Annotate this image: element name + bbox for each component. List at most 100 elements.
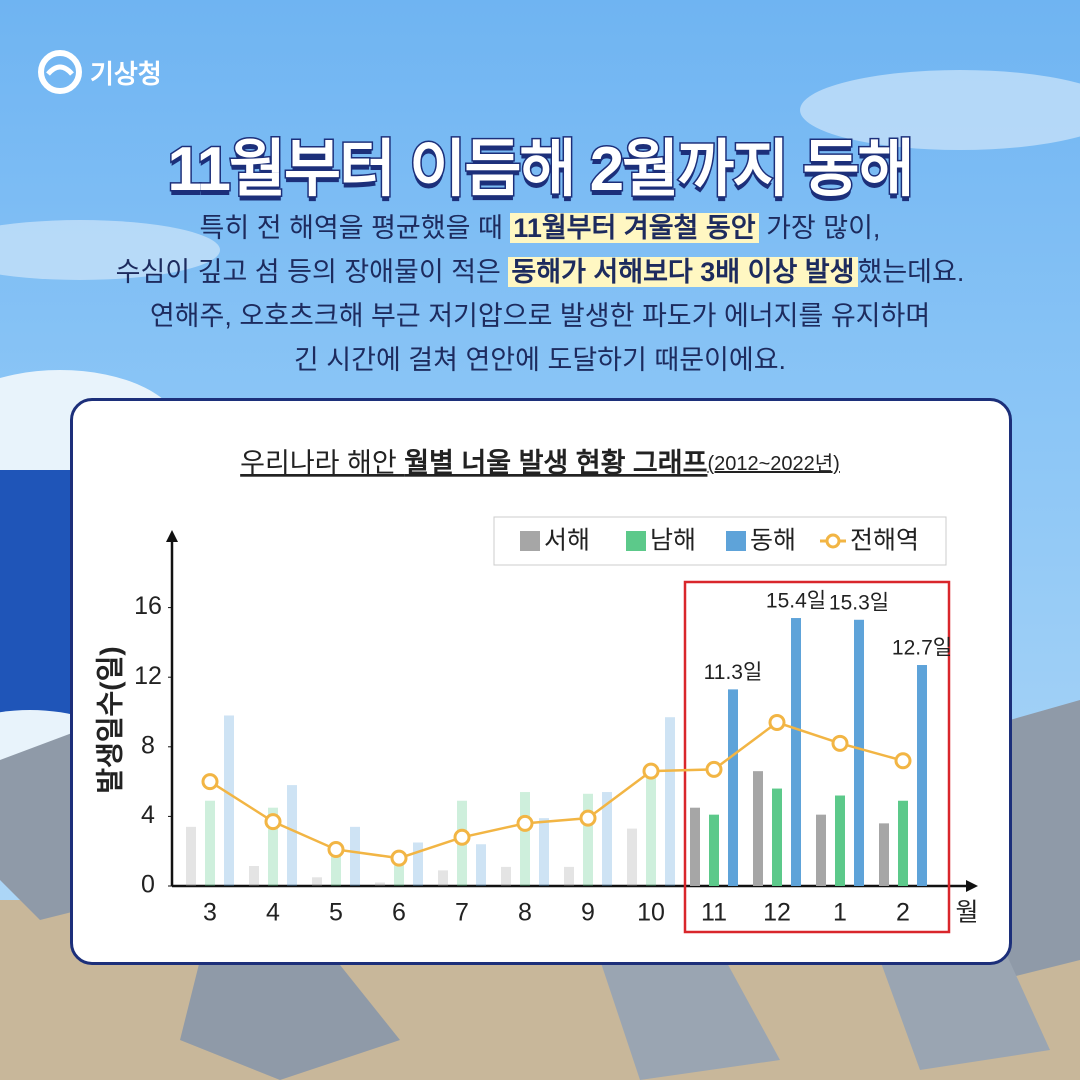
description-line: 긴 시간에 걸쳐 연안에 도달하기 때문이에요.	[0, 338, 1080, 382]
line-marker	[579, 809, 597, 827]
y-tick-label: 8	[141, 731, 155, 759]
x-tick-label: 5	[329, 899, 343, 927]
x-tick-label: 7	[455, 899, 469, 927]
bar	[816, 814, 826, 886]
x-tick-label: 1	[833, 899, 847, 927]
value-label: 11.3일	[704, 661, 763, 684]
bar	[917, 665, 927, 886]
chart-title-part: (2012~2022년)	[707, 452, 839, 475]
value-label: 15.3일	[829, 591, 889, 614]
bar	[205, 800, 215, 886]
highlight-text: 동해가 서해보다 3배 이상 발생	[508, 257, 858, 287]
y-tick-label: 16	[134, 592, 162, 620]
y-tick-label: 4	[141, 801, 155, 829]
value-label: 15.4일	[766, 590, 826, 613]
bar	[249, 865, 259, 886]
y-tick-label: 0	[141, 871, 155, 899]
bar	[627, 828, 637, 886]
bar	[879, 823, 889, 886]
bar	[753, 771, 763, 886]
bar	[646, 778, 656, 886]
bar	[602, 792, 612, 886]
text: 가장 많이,	[758, 213, 881, 243]
x-axis-arrow	[966, 880, 978, 892]
highlight-box	[683, 580, 951, 934]
bar	[835, 795, 845, 886]
bar	[438, 870, 448, 886]
legend-label: 동해	[750, 527, 796, 555]
text: 긴 시간에 걸쳐 연안에 도달하기 때문이에요.	[293, 345, 787, 375]
bar	[564, 866, 574, 886]
bar	[331, 845, 341, 886]
description: 특히 전 해역을 평균했을 때 11월부터 겨울철 동안 가장 많이, 수심이 깊…	[0, 206, 1080, 382]
line-marker	[201, 773, 219, 791]
line	[209, 721, 904, 860]
bar	[520, 792, 530, 886]
bar	[854, 619, 864, 886]
legend-swatch	[520, 531, 540, 551]
bar	[709, 814, 719, 886]
logo: 기상청	[38, 50, 162, 94]
description-line: 수심이 깊고 섬 등의 장애물이 적은 동해가 서해보다 3배 이상 발생 했는데…	[0, 250, 1080, 294]
legend-box	[493, 516, 947, 566]
legend-swatch	[626, 531, 646, 551]
y-tick-label: 12	[134, 662, 162, 690]
bar	[394, 858, 404, 886]
line-marker	[327, 840, 345, 858]
x-axis-label: 월	[955, 899, 978, 927]
description-line: 특히 전 해역을 평균했을 때 11월부터 겨울철 동안 가장 많이,	[0, 206, 1080, 250]
bar	[898, 800, 908, 886]
x-tick-label: 3	[203, 899, 217, 927]
line-marker	[453, 828, 471, 846]
bar	[539, 818, 549, 886]
x-tick-label: 12	[763, 899, 791, 927]
text: 수심이 깊고 섬 등의 장애물이 적은	[115, 257, 509, 287]
chart-title: 우리나라 해안 월별 너울 발생 현황 그래프(2012~2022년)	[240, 448, 840, 478]
x-tick-label: 9	[581, 899, 595, 927]
y-axis-label: 발생일수(일)	[94, 646, 125, 793]
x-tick-label: 6	[392, 899, 406, 927]
legend-marker	[825, 533, 841, 549]
bar	[583, 793, 593, 886]
text: 특히 전 해역을 평균했을 때	[199, 213, 511, 243]
x-tick-label: 4	[266, 899, 280, 927]
legend-label: 전해역	[850, 527, 919, 555]
bar	[350, 826, 360, 886]
legend-swatch	[726, 531, 746, 551]
chart-title-part: 우리나라 해안	[240, 448, 404, 478]
bar	[476, 844, 486, 886]
line-marker	[894, 752, 912, 770]
x-tick-label: 11	[701, 899, 727, 927]
text: 연해주, 오호츠크해 부근 저기압으로 발생한 파도가 에너지를 유지하며	[149, 301, 931, 331]
line-marker	[264, 813, 282, 831]
description-line: 연해주, 오호츠크해 부근 저기압으로 발생한 파도가 에너지를 유지하며	[0, 294, 1080, 338]
line-marker	[642, 762, 660, 780]
bar	[413, 842, 423, 886]
legend-label: 서해	[544, 527, 590, 555]
bar	[728, 689, 738, 886]
bar	[501, 866, 511, 886]
text: 했는데요.	[857, 257, 965, 287]
bar	[268, 807, 278, 886]
line-marker	[705, 760, 723, 778]
bar	[690, 807, 700, 886]
highlight-text: 11월부터 겨울철 동안	[510, 213, 759, 243]
bar	[375, 882, 385, 886]
chart-title-part: 월별 너울 발생 현황 그래프	[404, 448, 707, 478]
line-marker	[768, 713, 786, 731]
x-tick-label: 10	[637, 899, 665, 927]
logo-text: 기상청	[90, 58, 162, 89]
headline: 11월부터 이듬해 2월까지 동해	[166, 134, 916, 206]
logo-icon	[38, 50, 82, 94]
legend-label: 남해	[650, 527, 696, 555]
line-marker	[516, 814, 534, 832]
line-marker	[390, 849, 408, 867]
y-axis-arrow	[166, 530, 178, 542]
bar	[791, 618, 801, 886]
bar	[224, 715, 234, 886]
value-label: 12.7일	[892, 637, 952, 660]
bar	[312, 877, 322, 886]
bar	[665, 717, 675, 886]
